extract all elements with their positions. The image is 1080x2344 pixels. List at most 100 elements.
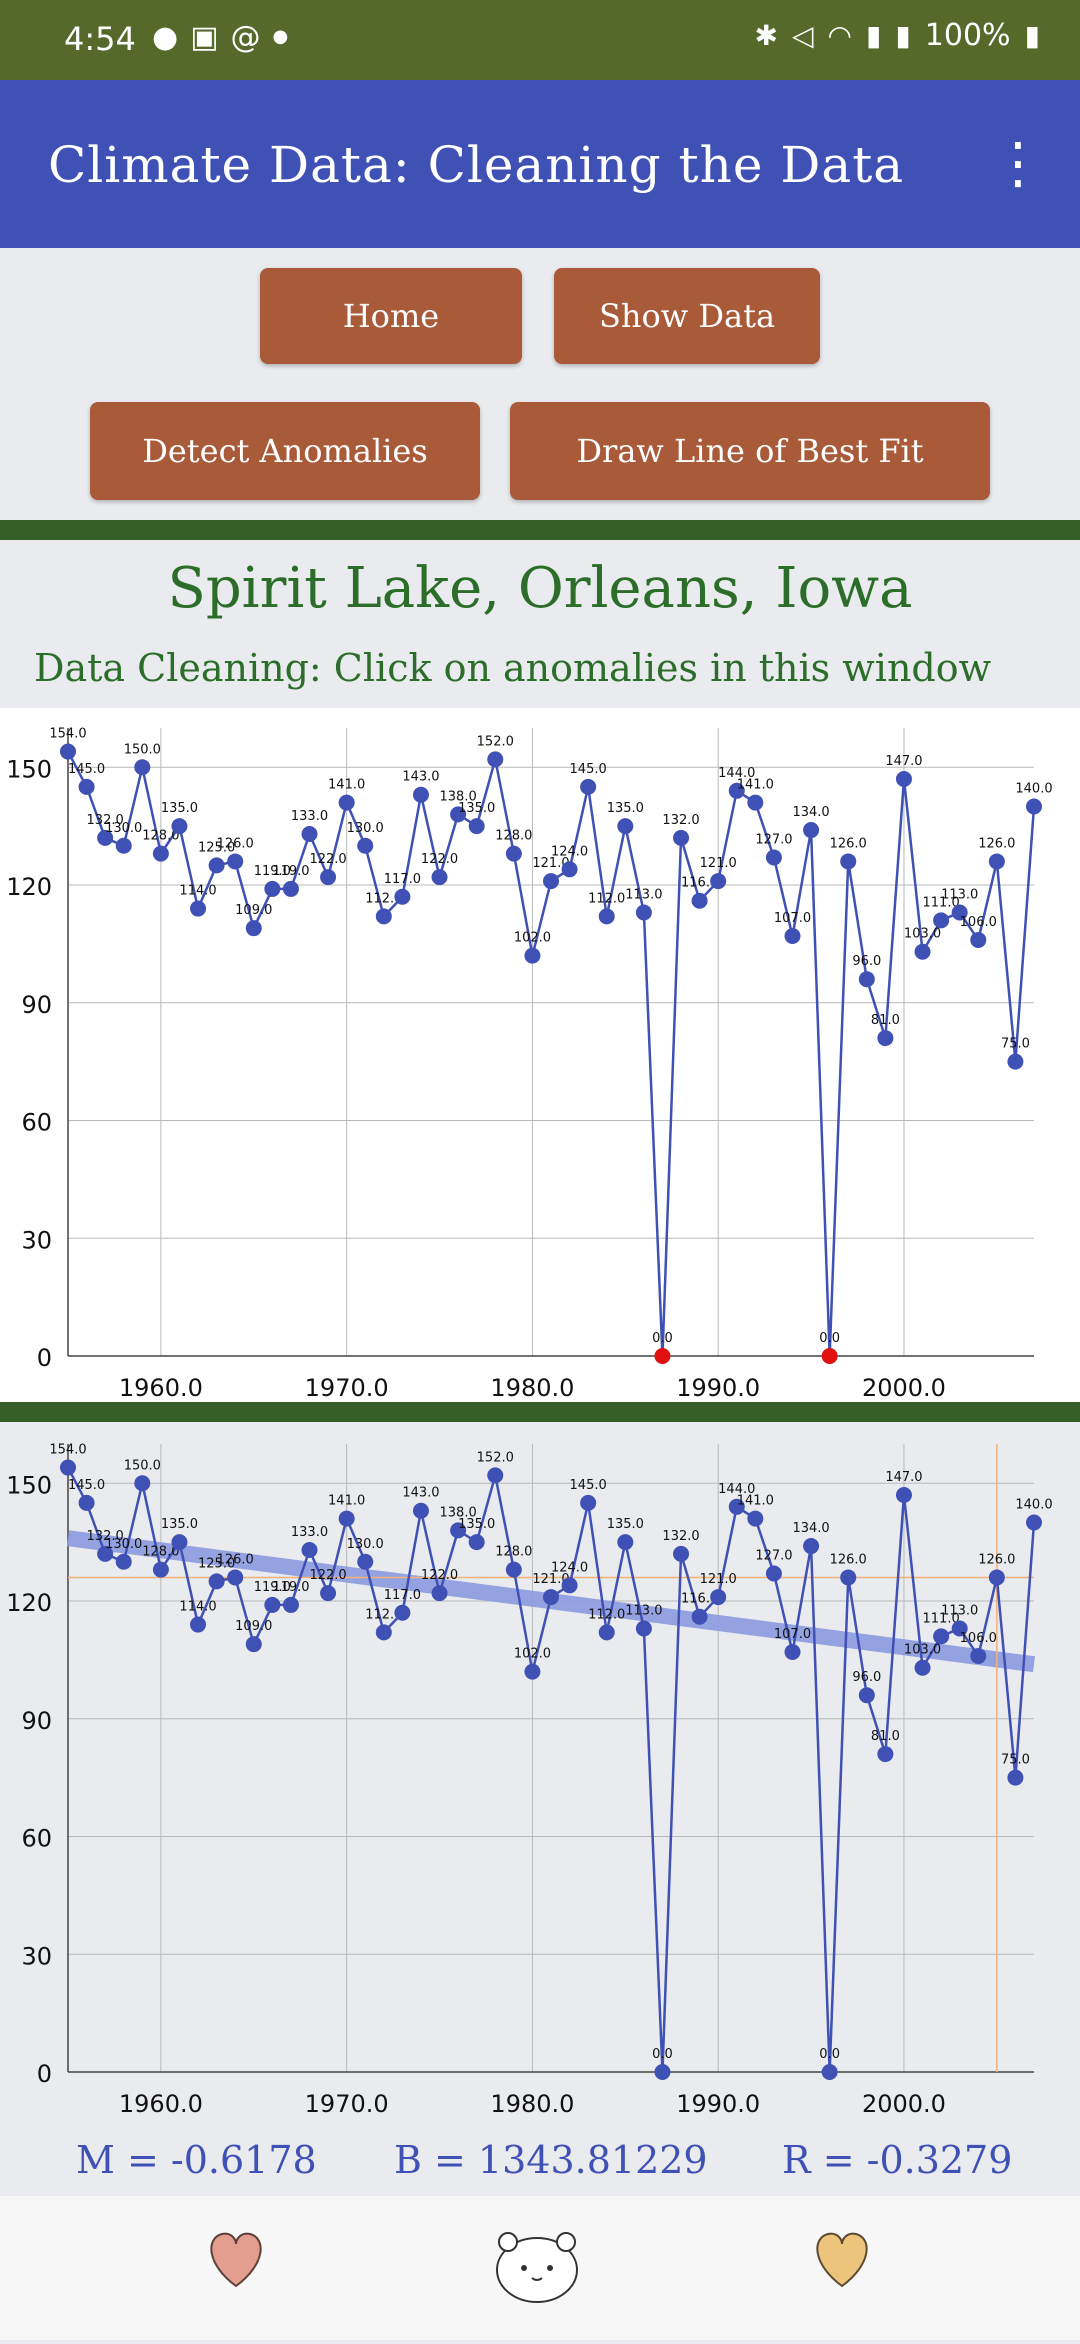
data-point (951, 904, 968, 921)
anomaly-chart-svg[interactable]: 0 30 60 90 120 150 1960.0 1970.0 1980.0 1990.0 200… (0, 708, 1080, 1402)
data-label: 150.0 (124, 1458, 161, 1473)
nav-icons-svg (210, 2232, 868, 2303)
data-label: 135.0 (161, 1517, 198, 1532)
more-vert-icon[interactable]: ⋮ (990, 131, 1046, 196)
data-point (152, 1561, 169, 1578)
data-label: 106.0 (960, 915, 997, 930)
data-label: 154.0 (49, 727, 86, 742)
data-label: 119.0 (272, 1580, 309, 1595)
data-point (543, 1589, 559, 1606)
bluetooth-icon: ✱ (754, 19, 778, 52)
data-label: 96.0 (852, 954, 881, 969)
data-label: 126.0 (830, 836, 867, 851)
data-label: 107.0 (774, 911, 811, 926)
data-point (320, 1585, 337, 1602)
y-tick-label: 30 (21, 1226, 52, 1254)
signal-icon: ▮ (865, 19, 882, 52)
data-point (988, 1569, 1005, 1586)
fit-stats: M = -0.6178 B = 1343.81229 R = -0.3279 (0, 2138, 1080, 2194)
data-label: 75.0 (1001, 1037, 1030, 1052)
data-label: 145.0 (570, 1478, 607, 1493)
data-label: 75.0 (1001, 1753, 1030, 1768)
app-title: Climate Data: Cleaning the Data (48, 136, 905, 194)
data-label: 132.0 (662, 1529, 699, 1544)
data-point (208, 1573, 225, 1590)
data-point (431, 869, 448, 886)
data-point (264, 1596, 281, 1613)
fit-chart[interactable]: 0 30 60 90 120 150 1960.0 1970.0 1980.0 1990.0 200… (0, 1424, 1080, 2140)
battery-percent: 100% (924, 18, 1011, 53)
data-label: 150.0 (124, 742, 161, 757)
data-point (877, 1030, 894, 1047)
data-label: 103.0 (904, 1643, 941, 1658)
data-label: 126.0 (978, 836, 1015, 851)
data-label: 119.0 (254, 864, 291, 879)
anomaly-point (654, 1348, 671, 1364)
data-point (245, 1636, 262, 1653)
data-point (933, 1628, 950, 1645)
data-point (691, 1608, 708, 1625)
data-point (617, 1534, 634, 1551)
data-point (60, 743, 76, 760)
data-label: 135.0 (607, 1517, 644, 1532)
dot-icon: ● (272, 26, 289, 47)
data-label: 96.0 (852, 1670, 881, 1685)
data-point (282, 1596, 299, 1613)
line-icon: ● (152, 20, 179, 55)
bear-icon[interactable] (496, 2232, 578, 2303)
x-tick-label: 2000.0 (862, 2090, 946, 2118)
data-point (617, 818, 634, 835)
data-point (487, 751, 504, 768)
data-label: 113.0 (625, 1603, 662, 1618)
data-point (914, 943, 931, 960)
data-label: 128.0 (495, 1545, 532, 1560)
data-point (301, 1541, 318, 1558)
signal-icon: ▮ (895, 19, 911, 52)
data-point (208, 857, 225, 874)
data-point (431, 1585, 448, 1602)
data-point (394, 888, 411, 905)
data-point (115, 1553, 132, 1570)
data-label: 116.0 (681, 876, 718, 891)
heart-icon[interactable] (816, 2232, 868, 2288)
data-label: 144.0 (718, 1482, 755, 1497)
wifi-icon: ◠ (827, 19, 852, 52)
home-button[interactable]: Home (260, 268, 522, 364)
data-label: 154.0 (49, 1443, 86, 1458)
data-label: 112.0 (588, 891, 625, 906)
data-label: 121.0 (532, 856, 569, 871)
data-point (394, 1604, 411, 1621)
data-point (784, 928, 801, 945)
fit-chart-svg[interactable]: 0 30 60 90 120 150 1960.0 1970.0 1980.0 1990.0 200… (0, 1424, 1080, 2140)
data-point (450, 1522, 467, 1539)
heart-icon[interactable] (210, 2232, 262, 2288)
data-label: 128.0 (495, 829, 532, 844)
data-label: 135.0 (607, 801, 644, 816)
anomaly-point (821, 1348, 838, 1364)
data-label: 133.0 (291, 1525, 328, 1540)
x-tick-label: 1960.0 (119, 2090, 203, 2118)
data-label: 141.0 (328, 778, 365, 793)
data-point (227, 853, 244, 870)
draw-line-button[interactable]: Draw Line of Best Fit (510, 402, 990, 500)
y-tick-label: 90 (21, 991, 52, 1019)
y-tick-label: 90 (21, 1707, 52, 1735)
data-point (895, 771, 912, 788)
data-point (78, 1494, 95, 1511)
data-label: 126.0 (830, 1552, 867, 1567)
x-tick-label: 1980.0 (490, 2090, 574, 2118)
anomaly-chart[interactable]: 0 30 60 90 120 150 1960.0 1970.0 1980.0 1990.0 200… (0, 708, 1080, 1402)
data-point (1026, 1514, 1042, 1531)
data-point (338, 794, 355, 811)
show-data-button[interactable]: Show Data (554, 268, 820, 364)
data-point (840, 853, 857, 870)
data-label: 117.0 (384, 1588, 421, 1603)
data-point (412, 1502, 429, 1519)
data-point (60, 1459, 76, 1476)
data-point (1026, 798, 1042, 815)
detect-anomalies-button[interactable]: Detect Anomalies (90, 402, 480, 500)
data-label: 111.0 (923, 895, 960, 910)
data-label: 109.0 (235, 903, 272, 918)
x-tick-label: 2000.0 (862, 1374, 946, 1402)
data-point (97, 1545, 114, 1562)
